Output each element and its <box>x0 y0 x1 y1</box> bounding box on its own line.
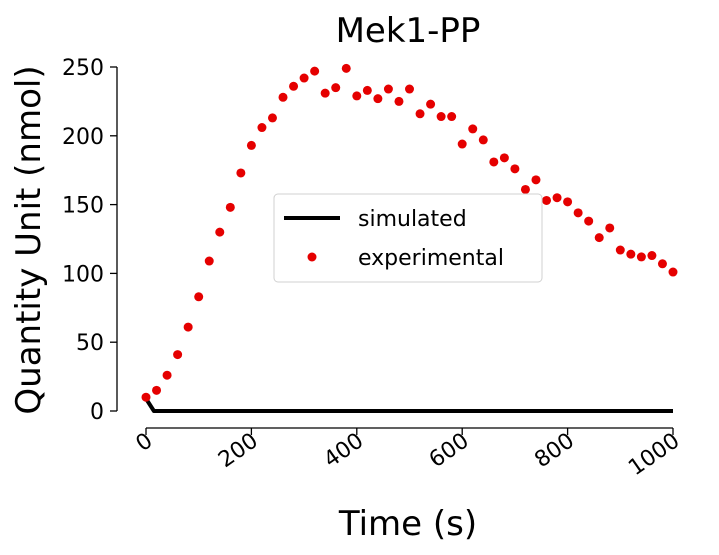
experimental-point <box>289 81 299 91</box>
experimental-point <box>394 96 404 106</box>
y-tick-label: 150 <box>62 194 104 219</box>
experimental-point <box>636 252 646 262</box>
experimental-point <box>426 99 436 109</box>
experimental-point <box>552 193 562 203</box>
experimental-point <box>647 251 657 261</box>
y-axis-label: Quantity Unit (nmol) <box>9 65 49 414</box>
y-tick-label: 200 <box>62 125 104 150</box>
legend-experimental-label: experimental <box>358 246 504 271</box>
x-axis-label: Time (s) <box>338 504 477 544</box>
experimental-point <box>341 63 351 73</box>
chart-title: Mek1-PP <box>336 11 481 51</box>
x-tick-label: 600 <box>425 428 474 473</box>
experimental-point <box>563 197 573 207</box>
experimental-point <box>299 73 309 83</box>
x-tick-label: 1000 <box>624 428 684 481</box>
experimental-point <box>225 202 235 212</box>
experimental-point <box>373 94 383 104</box>
experimental-point <box>383 84 393 94</box>
experimental-point <box>626 249 636 259</box>
x-axis: 0 200 400 600 800 1000 <box>132 427 684 481</box>
plot-area <box>141 63 678 413</box>
x-ticks: 0 200 400 600 800 1000 <box>132 428 684 481</box>
experimental-point <box>194 292 204 302</box>
experimental-point <box>584 216 594 226</box>
experimental-point <box>415 109 425 119</box>
experimental-point <box>352 91 362 101</box>
legend-box <box>273 193 543 283</box>
experimental-point <box>605 223 615 233</box>
x-tick-label: 0 <box>132 428 158 457</box>
experimental-point <box>162 370 172 380</box>
legend-experimental-swatch <box>307 252 317 262</box>
experimental-point <box>615 245 625 255</box>
y-tick-label: 250 <box>62 56 104 81</box>
experimental-point <box>173 350 183 360</box>
y-axis: 0 50 100 150 200 250 <box>62 56 118 425</box>
experimental-point <box>246 140 256 150</box>
experimental-point <box>573 208 583 218</box>
experimental-point <box>457 139 467 149</box>
y-tick-label: 100 <box>62 262 104 287</box>
experimental-point <box>510 164 520 174</box>
legend-simulated-label: simulated <box>358 207 467 232</box>
experimental-point <box>436 112 446 122</box>
experimental-point <box>236 168 246 178</box>
experimental-point <box>499 153 509 163</box>
experimental-point <box>310 66 320 76</box>
experimental-point <box>204 256 214 266</box>
legend: simulated experimental <box>273 193 543 283</box>
experimental-point <box>257 123 267 133</box>
y-ticks: 0 50 100 150 200 250 <box>62 56 117 425</box>
experimental-point <box>278 92 288 102</box>
experimental-point <box>331 83 341 93</box>
experimental-point <box>362 85 372 95</box>
experimental-point <box>320 88 330 98</box>
simulated-line <box>144 397 673 413</box>
experimental-point <box>141 392 151 402</box>
x-tick-label: 400 <box>319 428 368 473</box>
experimental-point <box>478 135 488 145</box>
y-tick-label: 50 <box>76 331 104 356</box>
experimental-point <box>668 267 678 277</box>
experimental-point <box>267 113 277 123</box>
experimental-point <box>520 184 530 194</box>
experimental-point <box>215 227 225 237</box>
experimental-point <box>542 195 552 205</box>
x-tick-label: 200 <box>214 428 263 473</box>
experimental-point <box>489 157 499 167</box>
experimental-point <box>152 385 162 395</box>
experimental-point <box>468 124 478 134</box>
experimental-point <box>594 233 604 243</box>
y-tick-label: 0 <box>90 400 104 425</box>
experimental-point <box>183 322 193 332</box>
experimental-point <box>405 84 414 94</box>
experimental-point <box>531 175 541 185</box>
x-tick-label: 800 <box>530 428 579 473</box>
experimental-point <box>657 259 667 269</box>
experimental-point <box>447 112 457 122</box>
